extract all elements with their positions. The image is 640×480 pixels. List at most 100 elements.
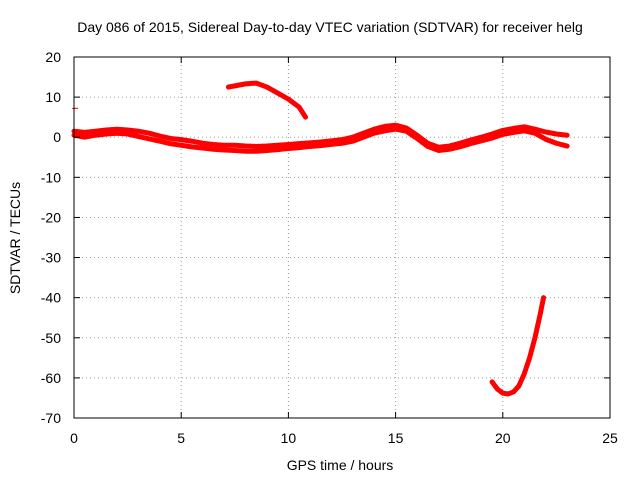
y-tick-label: -70	[41, 410, 61, 426]
series-point	[541, 295, 546, 300]
series-point	[532, 131, 537, 136]
axis-layer	[73, 56, 611, 419]
y-tick-label: -20	[41, 209, 61, 225]
series-point	[286, 97, 291, 102]
series-point	[200, 146, 205, 151]
series-point	[93, 129, 98, 134]
series-point	[382, 124, 387, 129]
series-point	[500, 132, 505, 137]
x-tick-label: 25	[602, 430, 618, 446]
series-point	[490, 136, 495, 141]
x-tick-label: 10	[281, 430, 297, 446]
series-point	[490, 132, 495, 137]
series-point	[275, 143, 280, 148]
series-point	[254, 149, 259, 154]
x-axis-label: GPS time / hours	[287, 457, 394, 473]
series-point	[222, 143, 227, 148]
series-point	[82, 130, 87, 135]
series-point	[307, 140, 312, 145]
y-tick-label: -30	[41, 250, 61, 266]
series-point	[179, 137, 184, 142]
series-point	[361, 135, 366, 140]
series-point	[147, 131, 152, 136]
series-point	[468, 141, 473, 146]
series-point	[329, 142, 334, 147]
y-tick-label: -40	[41, 290, 61, 306]
series-point	[554, 141, 559, 146]
series-point	[114, 127, 119, 132]
series-point	[565, 144, 570, 149]
series-point	[543, 130, 548, 135]
series-point	[168, 136, 173, 141]
series-point	[340, 141, 344, 146]
series-point	[136, 134, 141, 139]
series-point	[114, 131, 119, 136]
y-tick-label: 0	[53, 129, 61, 145]
series-point	[275, 147, 280, 152]
series-point	[275, 91, 280, 96]
series-point	[447, 147, 452, 152]
series-point	[136, 129, 141, 134]
ticks-layer: 0 5 10 15 20 25 -70 -60 -50 -40 -30 -20 -10 0 10 20	[41, 49, 618, 446]
y-axis-label: SDTVAR / TECUs	[7, 182, 23, 294]
series-point	[157, 134, 162, 139]
chart-title: Day 086 of 2015, Sidereal Day-to-day VTE…	[77, 19, 583, 35]
series-point	[82, 135, 87, 140]
series-point	[318, 143, 323, 148]
series-point	[232, 148, 237, 153]
series-point	[372, 131, 377, 136]
series-layer	[71, 80, 570, 397]
plot-frame	[73, 56, 611, 419]
series-point	[147, 136, 152, 141]
series-point	[297, 105, 302, 110]
series-point	[307, 144, 312, 149]
series-point	[516, 383, 521, 388]
series-point	[243, 81, 248, 86]
y-tick-label: 10	[45, 89, 61, 105]
y-tick-label: -60	[41, 370, 61, 386]
series-point	[243, 149, 248, 154]
series-point	[254, 81, 259, 86]
series-point	[500, 391, 505, 396]
series-point	[243, 144, 248, 149]
series-point	[297, 141, 302, 146]
series-point	[125, 128, 130, 133]
series-point	[500, 128, 505, 133]
y-tick-label: -50	[41, 330, 61, 346]
x-tick-label: 15	[388, 430, 404, 446]
x-tick-label: 5	[177, 430, 185, 446]
series-point	[200, 141, 205, 146]
series-point	[350, 139, 355, 144]
series-point	[490, 379, 495, 384]
series-point	[179, 143, 184, 148]
series-point	[286, 142, 291, 147]
series-point	[522, 124, 527, 129]
series-point	[404, 129, 409, 134]
series-point	[554, 132, 559, 137]
series-point	[479, 138, 484, 143]
series-point	[264, 148, 269, 153]
series-point	[532, 127, 537, 132]
series-point	[511, 389, 516, 394]
series-point	[415, 136, 420, 141]
series-point	[93, 133, 98, 138]
series-point	[125, 132, 130, 137]
series-point	[457, 144, 462, 149]
series-point	[372, 127, 377, 132]
series-point	[543, 137, 548, 142]
series-point	[522, 371, 527, 376]
series-point	[527, 355, 532, 360]
series-point	[393, 123, 398, 128]
series-point	[522, 128, 527, 133]
series-point	[393, 127, 398, 132]
series-point	[189, 139, 194, 144]
series-point	[232, 83, 237, 88]
series-point	[538, 311, 543, 316]
y-tick-label: 20	[45, 49, 61, 65]
x-tick-label: 0	[70, 430, 78, 446]
series-point	[104, 128, 109, 133]
series-point	[382, 128, 387, 133]
series-point	[222, 148, 227, 153]
